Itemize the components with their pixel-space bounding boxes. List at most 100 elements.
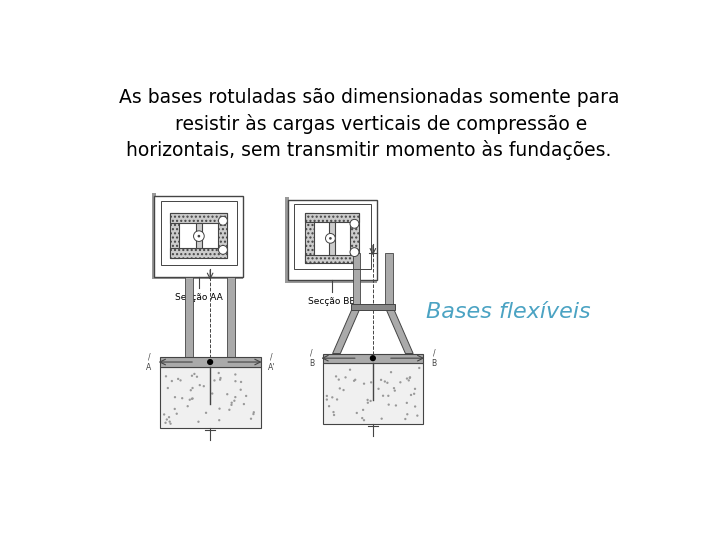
Bar	[305, 254, 359, 264]
Circle shape	[240, 381, 242, 383]
Circle shape	[370, 381, 372, 383]
Circle shape	[414, 388, 416, 390]
Circle shape	[328, 405, 330, 407]
Circle shape	[219, 379, 221, 381]
Circle shape	[192, 387, 194, 389]
Circle shape	[363, 382, 365, 385]
Circle shape	[380, 417, 383, 420]
Circle shape	[409, 376, 411, 379]
Circle shape	[186, 405, 189, 407]
Circle shape	[416, 415, 418, 417]
Circle shape	[386, 382, 389, 384]
Circle shape	[393, 387, 395, 389]
Text: /
A: / A	[146, 352, 151, 372]
Circle shape	[163, 413, 166, 416]
Circle shape	[197, 421, 199, 423]
Circle shape	[409, 376, 411, 379]
Circle shape	[168, 416, 170, 418]
Circle shape	[164, 422, 167, 424]
Text: As bases rotuladas são dimensionadas somente para: As bases rotuladas são dimensionadas som…	[119, 88, 619, 107]
Circle shape	[218, 217, 228, 225]
Circle shape	[234, 396, 236, 399]
Bar	[160, 367, 261, 428]
Text: horizontais, sem transmitir momento às fundações.: horizontais, sem transmitir momento às f…	[126, 140, 612, 160]
Circle shape	[408, 379, 410, 382]
Circle shape	[197, 235, 200, 238]
Bar	[196, 223, 202, 248]
Circle shape	[344, 376, 347, 379]
Circle shape	[245, 395, 247, 397]
Circle shape	[387, 395, 390, 397]
Circle shape	[228, 409, 230, 411]
Circle shape	[243, 403, 245, 405]
Bar	[152, 275, 243, 279]
Circle shape	[177, 378, 179, 380]
Circle shape	[174, 408, 176, 410]
Circle shape	[234, 373, 236, 376]
Text: /
A': / A'	[268, 352, 275, 372]
Circle shape	[168, 421, 171, 423]
Circle shape	[390, 371, 392, 373]
Circle shape	[362, 409, 364, 411]
Circle shape	[230, 402, 233, 404]
Circle shape	[252, 413, 255, 415]
Circle shape	[250, 417, 252, 420]
Text: Secção BB: Secção BB	[308, 298, 356, 306]
Circle shape	[354, 379, 356, 381]
Circle shape	[169, 422, 172, 425]
Circle shape	[380, 379, 382, 381]
Circle shape	[405, 402, 408, 404]
Circle shape	[166, 418, 168, 421]
Circle shape	[377, 388, 379, 390]
Bar	[323, 354, 423, 363]
Circle shape	[335, 375, 337, 377]
Circle shape	[414, 406, 416, 408]
Bar	[350, 213, 359, 264]
Circle shape	[217, 372, 220, 374]
Circle shape	[194, 231, 204, 241]
Circle shape	[394, 389, 396, 392]
Circle shape	[325, 233, 336, 243]
Circle shape	[218, 408, 221, 410]
Bar	[152, 193, 156, 276]
Polygon shape	[333, 307, 361, 354]
Circle shape	[384, 380, 386, 383]
Circle shape	[191, 375, 193, 377]
Bar	[285, 197, 289, 280]
Bar	[171, 213, 228, 223]
Circle shape	[343, 389, 345, 391]
Circle shape	[230, 404, 233, 406]
Circle shape	[213, 379, 215, 382]
Circle shape	[410, 394, 412, 396]
Bar	[171, 248, 228, 258]
Circle shape	[338, 387, 341, 389]
Circle shape	[350, 219, 359, 228]
Bar	[228, 276, 235, 357]
Circle shape	[207, 359, 213, 365]
Circle shape	[205, 411, 207, 414]
Circle shape	[240, 389, 242, 391]
Bar	[160, 357, 261, 367]
Circle shape	[336, 399, 338, 401]
Bar	[385, 253, 393, 307]
Bar	[171, 213, 179, 258]
Bar	[285, 279, 377, 283]
Circle shape	[218, 246, 228, 254]
Bar	[323, 363, 423, 424]
Bar	[353, 253, 361, 307]
Circle shape	[331, 396, 333, 399]
Circle shape	[193, 373, 196, 375]
Circle shape	[191, 397, 193, 400]
Circle shape	[338, 379, 340, 381]
Circle shape	[350, 248, 359, 256]
Circle shape	[165, 375, 167, 377]
Circle shape	[226, 393, 228, 395]
Bar	[351, 304, 395, 310]
Text: Secção AA: Secção AA	[175, 294, 222, 302]
Circle shape	[325, 395, 328, 397]
Text: Bases flexíveis: Bases flexíveis	[426, 302, 591, 322]
Circle shape	[399, 381, 402, 383]
Circle shape	[333, 411, 335, 413]
Circle shape	[406, 377, 408, 380]
Bar	[305, 213, 359, 222]
